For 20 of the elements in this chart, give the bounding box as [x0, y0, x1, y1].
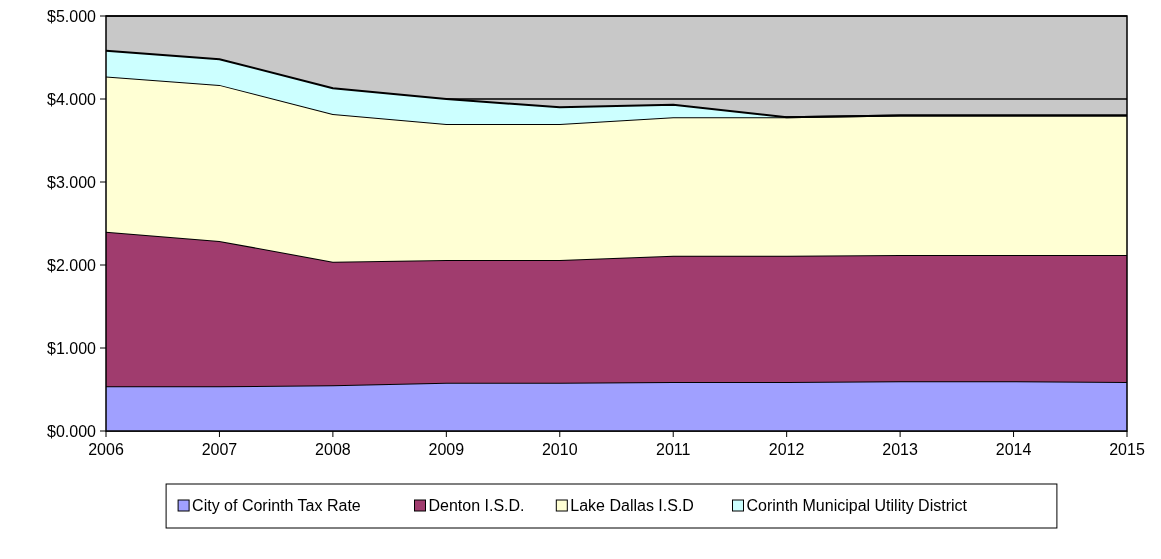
legend-label: City of Corinth Tax Rate [192, 497, 361, 514]
y-tick-label: $0.000 [47, 422, 97, 440]
x-tick-label: 2014 [995, 441, 1032, 458]
legend-label: Lake Dallas I.S.D [570, 497, 694, 514]
x-tick-label: 2009 [428, 441, 465, 458]
x-tick-label: 2010 [541, 441, 578, 458]
x-tick-label: 2011 [656, 441, 691, 458]
x-tick-label: 2006 [88, 441, 124, 458]
x-tick-label: 2007 [201, 441, 238, 458]
x-tick-label: 2015 [1109, 441, 1145, 458]
x-tick-label: 2012 [768, 441, 805, 458]
y-tick-label: $3.000 [47, 173, 97, 191]
x-tick-label: 2013 [882, 441, 919, 458]
legend-label: Denton I.S.D. [428, 497, 525, 514]
y-tick-label: $4.000 [47, 90, 97, 108]
x-tick-label: 2008 [315, 441, 351, 458]
legend-label: Corinth Municipal Utility District [746, 497, 968, 514]
y-tick-label: $5.000 [47, 7, 97, 25]
y-tick-label: $1.000 [47, 339, 97, 357]
y-tick-label: $2.000 [47, 256, 97, 274]
